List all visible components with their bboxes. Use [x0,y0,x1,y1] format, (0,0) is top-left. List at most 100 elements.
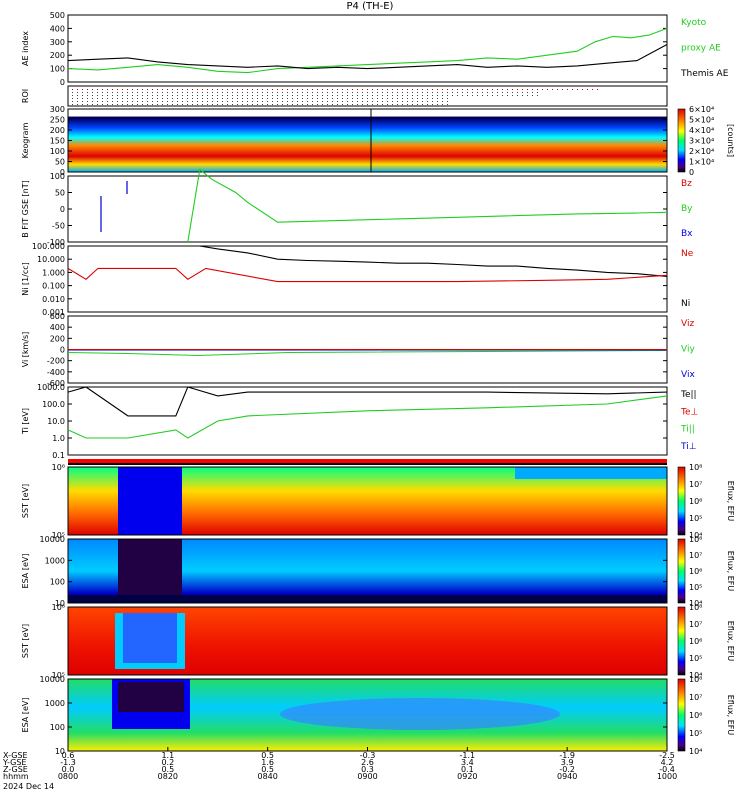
roi-dot [417,89,418,90]
colorbar-label: Eflux, EFU [726,481,735,522]
roi-dot [227,89,228,90]
roi-dot [182,92,183,93]
x-tick-label: 0.3 [361,765,374,774]
x-tick-label: 1.1 [161,751,174,760]
status-bar-black [68,463,667,465]
roi-dot [272,98,273,99]
panel-esa_ion: 10000 1000 100 10 ESA [eV] [21,535,668,608]
roi-dot [197,104,198,105]
roi-dot [422,101,423,102]
roi-dot [112,92,113,93]
roi-dot [217,89,218,90]
roi-dot [387,92,388,93]
roi-dot [137,101,138,102]
roi-dot [217,95,218,96]
roi-dot [77,104,78,105]
roi-dot [387,95,388,96]
x-tick-label: 0920 [457,772,477,781]
roi-dot [542,89,543,90]
roi-dot [357,98,358,99]
roi-dot [417,95,418,96]
y-tick-label: 10 [55,599,65,608]
legend-label: By [681,204,693,214]
roi-dot [167,101,168,102]
roi-dot [512,92,513,93]
roi-dot [347,104,348,105]
roi-dot [137,98,138,99]
colorbar-tick-label: 10⁷ [689,480,702,489]
roi-dot [292,92,293,93]
roi-dot [117,92,118,93]
x-row-label: hhmm [3,772,29,781]
roi-dot [517,92,518,93]
roi-dot [362,104,363,105]
colorbar-strip [677,538,686,604]
y-tick-label: 10000 [40,535,65,544]
x-tick-label: -0.3 [360,751,376,760]
roi-dot [282,98,283,99]
roi-dot [162,89,163,90]
roi-dot [132,98,133,99]
roi-dot [272,95,273,96]
x-tick-label: 4.2 [661,758,674,767]
roi-dot [222,89,223,90]
roi-dot [107,95,108,96]
roi-dot [102,101,103,102]
roi-dot [262,95,263,96]
roi-dot [302,98,303,99]
roi-dot [212,98,213,99]
x-tick-label: 0.5 [261,765,274,774]
colorbar-tick-label: 10⁸ [689,463,702,472]
roi-dot [342,98,343,99]
roi-dot [462,95,463,96]
sst-ele-blue-band [123,613,177,663]
roi-dot [502,95,503,96]
roi-dot [447,104,448,105]
roi-dot [407,98,408,99]
roi-dot [202,104,203,105]
roi-dot [112,101,113,102]
roi-dot [377,98,378,99]
panel-frame [67,14,668,83]
roi-dot [117,101,118,102]
roi-dot [132,92,133,93]
panel-frame [67,175,668,243]
roi-dot [287,104,288,105]
roi-dot [192,104,193,105]
roi-dot [227,95,228,96]
roi-dot [267,98,268,99]
roi-dot [442,95,443,96]
roi-dot [87,92,88,93]
roi-dot [432,101,433,102]
roi-dot [182,101,183,102]
roi-dot [252,104,253,105]
roi-dot [532,95,533,96]
roi-dot [397,104,398,105]
roi-dot [142,101,143,102]
roi-dot [147,95,148,96]
roi-dot [72,92,73,93]
x-tick-label: 0.2 [161,758,174,767]
legend-label: Vix [681,370,695,380]
roi-dot [307,101,308,102]
roi-dot [162,104,163,105]
roi-dot [362,98,363,99]
y-tick-label: 400 [50,323,65,332]
colorbar-strip [677,678,686,752]
roi-dot [197,92,198,93]
y-tick-label: 0.010 [42,295,65,304]
roi-dot [432,98,433,99]
y-tick-label: 200 [50,334,65,343]
x-tick-label: 0.6 [62,751,75,760]
roi-dot [217,98,218,99]
roi-dot [352,101,353,102]
roi-dot [492,92,493,93]
roi-dot [202,92,203,93]
roi-dot [462,92,463,93]
roi-dot [457,92,458,93]
y-axis-label: ESA [eV] [21,698,30,733]
roi-dot [172,104,173,105]
colorbar-tick-label: 10⁵ [689,583,702,592]
roi-dot [187,89,188,90]
